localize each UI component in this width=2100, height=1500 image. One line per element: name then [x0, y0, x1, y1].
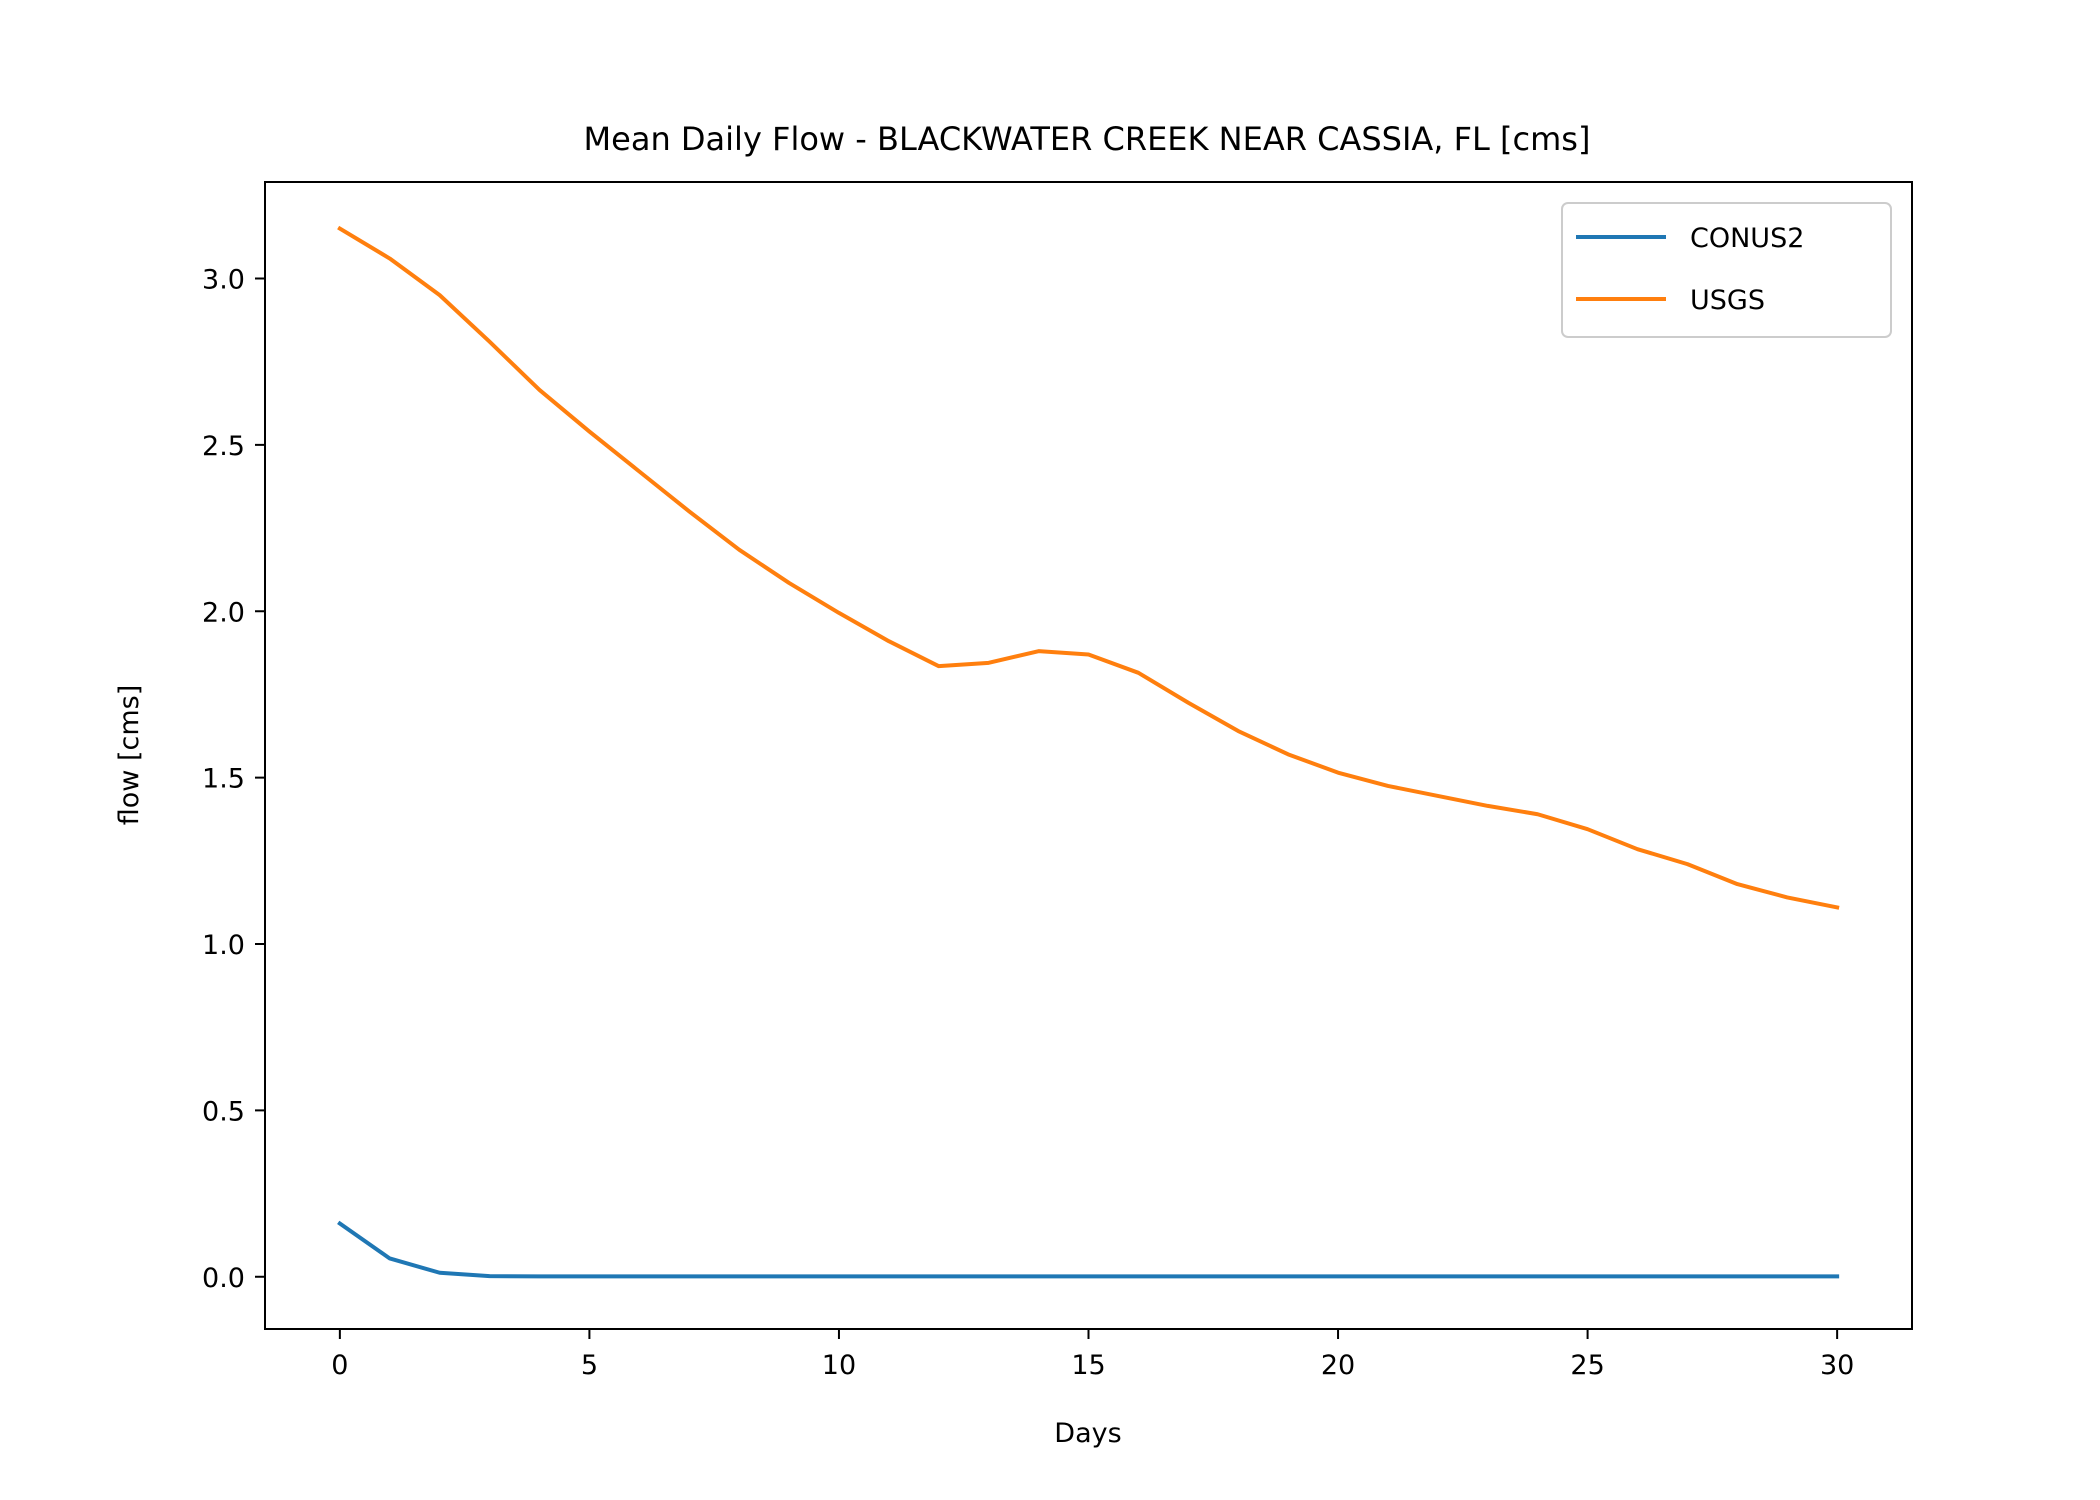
- x-tick-label: 30: [1820, 1350, 1854, 1381]
- y-axis-label: flow [cms]: [114, 685, 145, 825]
- plot-background: [265, 182, 1912, 1329]
- x-tick-label: 10: [822, 1350, 856, 1381]
- y-tick-label: 2.5: [202, 431, 245, 462]
- legend-label-conus2: CONUS2: [1690, 223, 1804, 254]
- x-tick-label: 5: [581, 1350, 598, 1381]
- series-line-conus2: [337, 1220, 1840, 1279]
- x-tick-label: 0: [331, 1350, 348, 1381]
- y-tick-label: 3.0: [202, 264, 245, 295]
- x-tick-label: 15: [1071, 1350, 1105, 1381]
- chart-title: Mean Daily Flow - BLACKWATER CREEK NEAR …: [584, 120, 1591, 158]
- y-axis: 0.0 0.5 1.0 1.5 2.0 2.5 3.0: [202, 264, 265, 1294]
- y-tick-label: 0.5: [202, 1096, 245, 1127]
- y-tick-label: 1.0: [202, 930, 245, 961]
- y-tick-label: 2.0: [202, 597, 245, 628]
- legend: CONUS2 USGS: [1561, 202, 1892, 338]
- x-tick-label: 25: [1570, 1350, 1604, 1381]
- x-axis: 0 5 10 15 20 25 30: [331, 1329, 1854, 1381]
- x-axis-label: Days: [1054, 1418, 1121, 1449]
- series-layer: [337, 225, 1840, 1279]
- series-line-usgs: [337, 225, 1840, 910]
- y-tick-label: 0.0: [202, 1263, 245, 1294]
- legend-label-usgs: USGS: [1690, 285, 1765, 316]
- y-tick-label: 1.5: [202, 764, 245, 795]
- x-tick-label: 20: [1321, 1350, 1355, 1381]
- plot-area: [264, 181, 1913, 1330]
